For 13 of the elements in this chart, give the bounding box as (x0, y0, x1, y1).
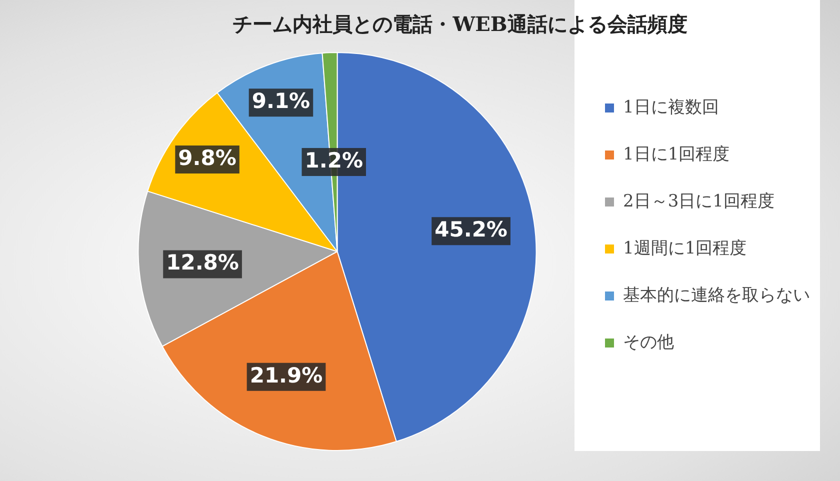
data-label: 9.8% (178, 146, 236, 170)
legend-label: 1日に複数回 (623, 97, 719, 118)
data-label: 1.2% (304, 148, 363, 172)
legend-label: 1週間に1回程度 (623, 238, 747, 258)
data-label: 12.8% (166, 250, 239, 275)
legend-label: 1日に1回程度 (623, 144, 730, 164)
data-label: 9.1% (252, 89, 310, 114)
data-label: 45.2% (434, 218, 508, 242)
legend-label: その他 (623, 332, 674, 352)
text: チーム内社員との電話・WEB通話による会話頻度 (232, 12, 688, 36)
data-label: 21.9% (250, 363, 323, 388)
legend-label: 基本的に連絡を取らない (623, 285, 810, 306)
legend-label: 2日～3日に1回程度 (623, 191, 774, 212)
